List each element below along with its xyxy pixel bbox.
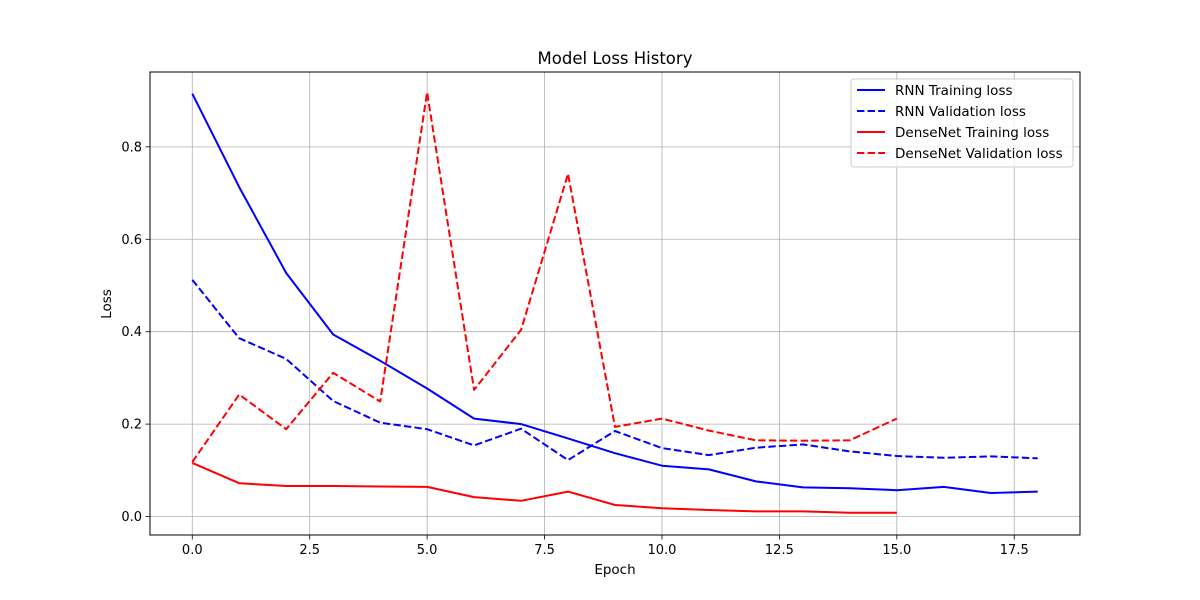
y-tick-label: 0.0	[121, 510, 142, 525]
legend-label: DenseNet Training loss	[895, 125, 1049, 141]
series-line-densenet-training-loss	[191, 461, 897, 514]
y-tick-label: 0.8	[121, 140, 142, 155]
x-tick-label: 15.0	[882, 543, 911, 558]
plot-frame	[149, 71, 1081, 536]
x-tick-label: 17.5	[1000, 543, 1029, 558]
series-lines	[191, 91, 1038, 514]
x-tick-label: 0.0	[182, 543, 203, 558]
y-axis-ticks: 0.0 0.2 0.4 0.6 0.8	[121, 140, 150, 525]
y-tick-label: 0.6	[121, 233, 142, 248]
legend-label: RNN Validation loss	[895, 104, 1026, 120]
x-tick-label: 2.5	[299, 543, 320, 558]
x-axis-ticks: 0.0 2.5 5.0 7.5 10.0 12.5 15.0 17.5	[182, 535, 1029, 558]
x-tick-label: 10.0	[647, 543, 676, 558]
legend: RNN Training loss RNN Validation loss Dens…	[850, 78, 1074, 168]
chart-title: Model Loss History	[538, 49, 693, 68]
x-tick-label: 7.5	[534, 543, 555, 558]
x-tick-label: 12.5	[765, 543, 794, 558]
y-tick-label: 0.2	[121, 418, 142, 433]
legend-box	[850, 78, 1074, 168]
series-line-densenet-validation-loss	[191, 91, 898, 463]
legend-label: RNN Training loss	[895, 83, 1013, 99]
x-axis-label: Epoch	[594, 562, 635, 578]
series-line-rnn-validation-loss	[191, 279, 1038, 462]
y-axis-label: Loss	[99, 289, 115, 319]
y-tick-label: 0.4	[121, 325, 142, 340]
legend-label: DenseNet Validation loss	[895, 146, 1063, 162]
series-line-rnn-training-loss	[191, 93, 1038, 494]
x-tick-label: 5.0	[417, 543, 438, 558]
